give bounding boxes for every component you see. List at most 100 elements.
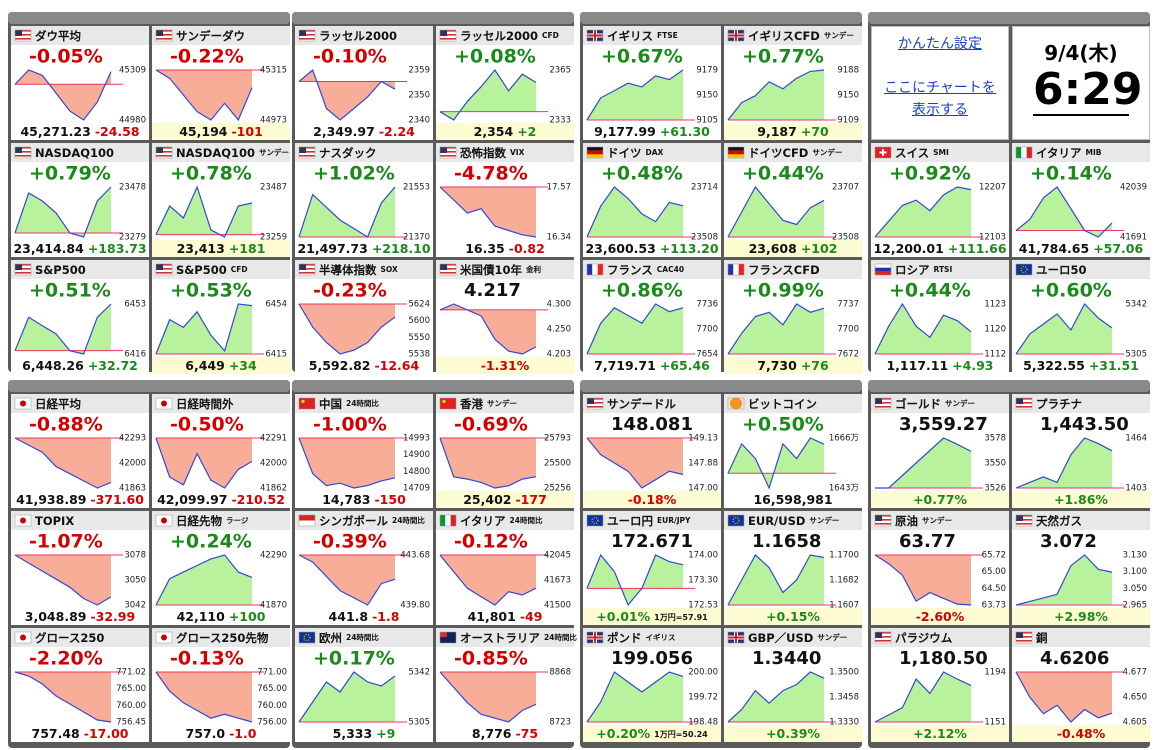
price: 5,322.55	[1023, 358, 1085, 373]
flag-part	[15, 264, 31, 266]
bottom-bg	[724, 240, 862, 257]
tile-header	[436, 143, 574, 162]
area	[15, 304, 111, 354]
tile-title: サンデードル	[607, 397, 676, 411]
group-bar	[868, 380, 1150, 392]
flag-part	[875, 632, 882, 638]
axis-label: 41691	[1120, 233, 1147, 243]
headline: +1.02%	[313, 163, 395, 185]
flag-part	[440, 398, 456, 409]
tile-header	[11, 143, 149, 162]
tile-header	[583, 394, 721, 413]
change: +57.06	[1093, 241, 1143, 256]
tile-header	[724, 260, 862, 279]
axis-label: 41500	[544, 601, 571, 611]
tile-title: NASDAQ100	[35, 146, 114, 160]
tile-header	[152, 143, 290, 162]
bottom-line: +2.98%	[1054, 609, 1108, 624]
spark-line	[875, 437, 972, 489]
tile-header	[1012, 260, 1150, 279]
flag-part	[597, 264, 603, 275]
settings-panel: かんたん設定 ここにチャートを表示する	[871, 26, 1009, 140]
axis-label: 172.53	[688, 601, 718, 611]
axis-label: 1.3500	[829, 668, 859, 678]
settings-link[interactable]: かんたん設定	[898, 36, 982, 52]
flag-part	[1021, 147, 1027, 158]
tile-name: グロース250先物	[176, 631, 269, 645]
flag-part	[303, 634, 311, 641]
headline: +0.92%	[889, 163, 971, 185]
price: 6,448.26	[22, 358, 84, 373]
tile-header	[1012, 143, 1150, 162]
tile-title: イタリア 24時間比	[460, 514, 543, 528]
tile-name: サンデーダウ	[176, 29, 245, 43]
price: 5,333	[333, 726, 373, 741]
tile-tag: イギリス	[646, 632, 676, 642]
axis-label: 199.72	[688, 693, 718, 703]
flag-part	[299, 34, 315, 36]
flag-part	[15, 268, 31, 270]
area	[728, 438, 824, 488]
price: 2,354	[474, 124, 514, 139]
flag-part	[299, 520, 315, 526]
area	[156, 187, 252, 237]
axis-label: 765.00	[116, 684, 146, 694]
axis-label: 25793	[544, 434, 571, 444]
area	[156, 438, 252, 488]
flag-border	[727, 397, 745, 410]
axis-label: 23259	[260, 233, 287, 243]
axis-label: 23478	[119, 183, 146, 193]
change: -24.58	[95, 124, 140, 139]
tile-title: グロース250先物	[176, 631, 269, 645]
tile-header	[724, 511, 862, 530]
axis-label: 3.050	[1123, 584, 1147, 594]
axis-label: 3.130	[1123, 551, 1147, 561]
flag-part	[161, 517, 167, 524]
tile-name: 原油	[895, 514, 918, 528]
bottom-line: -2.60%	[916, 609, 965, 624]
flag-border	[14, 514, 32, 527]
tile-name: イギリスCFD	[748, 29, 820, 43]
flag-part	[15, 147, 31, 149]
group-bar	[292, 12, 574, 24]
tile-header	[295, 260, 433, 279]
axis-label: 2340	[408, 116, 430, 126]
price: 6,449	[185, 358, 225, 373]
time: 6:29	[1033, 64, 1143, 116]
headline: +0.77%	[742, 46, 824, 68]
flag-part	[299, 38, 315, 40]
area	[440, 187, 536, 237]
spark-line	[14, 69, 112, 121]
area	[299, 70, 395, 120]
axis-label: 174.00	[688, 551, 718, 561]
tile-tag: CFD	[542, 31, 559, 40]
flag-part	[299, 632, 315, 643]
spark-line	[874, 671, 972, 723]
tile-title: GBP／USD サンデー	[748, 631, 847, 645]
price: 42,110	[177, 609, 226, 624]
flag-part	[728, 636, 744, 639]
spark-line	[439, 437, 537, 489]
spark-line	[1015, 671, 1113, 723]
tile-header	[871, 511, 1009, 530]
spark-line	[155, 437, 253, 489]
tile-name: イギリス	[607, 29, 653, 43]
tile-name: 銅	[1036, 631, 1048, 645]
axis-label: 4.677	[1123, 668, 1147, 678]
flag-part	[440, 264, 447, 270]
axis-label: 3.100	[1123, 567, 1147, 577]
bottom-line: +0.15%	[766, 609, 820, 624]
flag-part	[728, 515, 744, 526]
axis-label: 9150	[696, 91, 718, 101]
flag-border	[439, 263, 457, 276]
change: -150	[374, 492, 406, 507]
axis-label: 1666万	[829, 434, 859, 444]
axis-label: 760.00	[257, 701, 287, 711]
tile-name: ビットコイン	[748, 397, 817, 411]
chart-link[interactable]: ここにチャートを表示する	[884, 80, 996, 118]
axis-label: 1.1682	[829, 576, 859, 586]
bottom-line: 12,200.01 +111.66	[873, 241, 1006, 256]
change: +102	[801, 241, 838, 256]
flag-part	[15, 38, 31, 40]
flag-part	[445, 515, 451, 526]
